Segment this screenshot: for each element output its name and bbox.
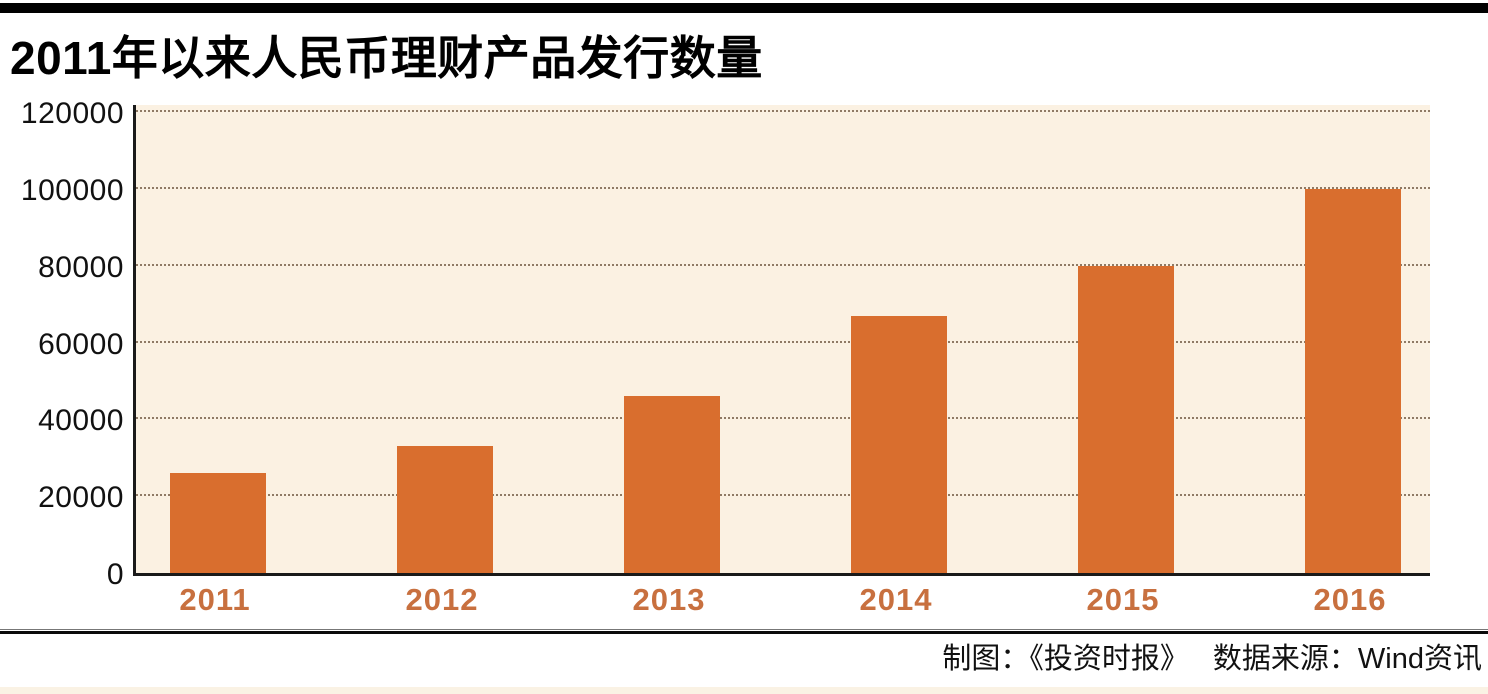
top-accent-bar — [0, 3, 1488, 13]
bar-2013 — [624, 396, 720, 573]
gridline — [136, 417, 1430, 420]
y-tick-label: 60000 — [38, 327, 124, 361]
bottom-accent-strip — [0, 687, 1488, 694]
gridline — [136, 186, 1430, 189]
y-tick-label: 100000 — [20, 173, 124, 207]
bar-2016 — [1305, 188, 1401, 573]
x-tick-label-2013: 2013 — [632, 582, 706, 617]
bar-2011 — [170, 473, 266, 573]
gridline — [136, 340, 1430, 343]
x-axis-labels: 2011 2012 2013 2014 2015 2016 — [133, 582, 1430, 620]
x-tick-label-2016: 2016 — [1313, 582, 1387, 617]
chart-title: 2011年以来人民币理财产品发行数量 — [10, 32, 763, 84]
y-tick-label: 80000 — [38, 250, 124, 284]
y-axis-labels: 0 20000 40000 60000 80000 100000 120000 — [0, 98, 124, 591]
x-tick-label-2011: 2011 — [179, 582, 251, 617]
gridline — [136, 494, 1430, 497]
chart-credit: 制图：《投资时报》 — [942, 643, 1189, 675]
gridline — [136, 263, 1430, 266]
y-tick-label: 0 — [106, 558, 124, 591]
bar-2014 — [851, 315, 947, 573]
footer: 制图：《投资时报》 数据来源：Wind资讯 — [942, 641, 1482, 677]
data-source: 数据来源：Wind资讯 — [1212, 643, 1482, 675]
bar-2015 — [1078, 265, 1174, 573]
x-tick-label-2012: 2012 — [405, 582, 479, 617]
plot-area — [133, 105, 1430, 576]
x-tick-label-2014: 2014 — [859, 582, 933, 617]
gridline — [136, 110, 1430, 112]
y-tick-label: 40000 — [38, 404, 124, 438]
y-tick-label: 20000 — [38, 481, 124, 515]
x-tick-label-2015: 2015 — [1086, 582, 1160, 617]
bar-2012 — [397, 446, 493, 573]
footer-divider — [0, 629, 1488, 634]
y-tick-label: 120000 — [20, 97, 124, 130]
